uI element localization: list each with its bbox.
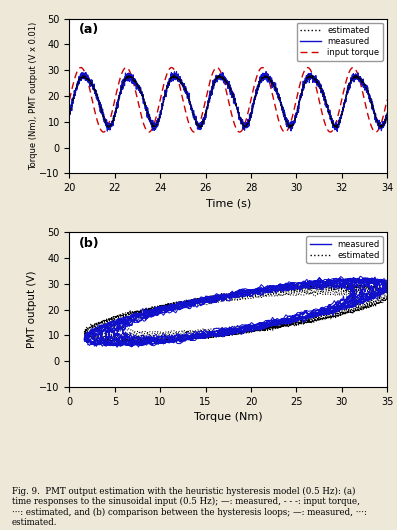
X-axis label: Time (s): Time (s) <box>206 199 251 209</box>
Y-axis label: Torque (Nm), PMT output (V x 0.01): Torque (Nm), PMT output (V x 0.01) <box>29 22 38 170</box>
X-axis label: Torque (Nm): Torque (Nm) <box>194 412 262 422</box>
Text: (b): (b) <box>79 237 100 250</box>
Legend: measured, estimated: measured, estimated <box>306 236 383 263</box>
Text: Fig. 9.  PMT output estimation with the heuristic hysteresis model (0.5 Hz): (a): Fig. 9. PMT output estimation with the h… <box>12 487 367 527</box>
Y-axis label: PMT output (V): PMT output (V) <box>27 271 37 348</box>
Text: (a): (a) <box>79 23 99 36</box>
Legend: estimated, measured, input torque: estimated, measured, input torque <box>297 23 383 60</box>
